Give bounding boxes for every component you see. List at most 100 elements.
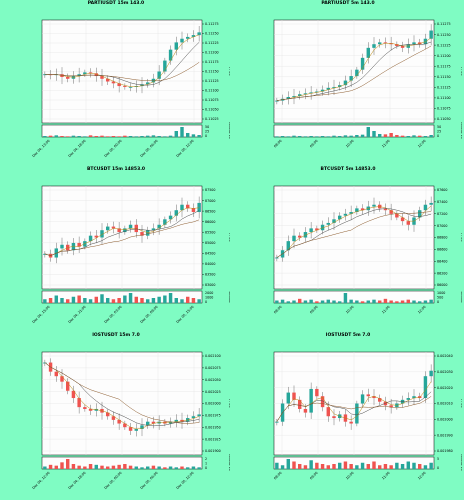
volume-tick-label: 0 bbox=[437, 134, 439, 138]
x-tick-label: Dec 05, 12:00 bbox=[175, 471, 194, 490]
volume-bar bbox=[395, 301, 399, 303]
volume-bar bbox=[83, 298, 87, 303]
volume-bar bbox=[94, 296, 98, 303]
candle-body bbox=[191, 416, 196, 419]
volume-bar bbox=[94, 136, 98, 137]
candle-body bbox=[366, 47, 370, 58]
candle-body bbox=[303, 232, 308, 238]
y-tick-label: 0.11125 bbox=[437, 86, 451, 90]
volume-bar bbox=[100, 135, 104, 137]
candle-body bbox=[134, 428, 138, 431]
candle-body bbox=[275, 257, 279, 259]
volume-bar bbox=[128, 136, 133, 137]
x-tick-label: Dec 05, 06:00 bbox=[139, 471, 158, 490]
x-tick-label: 08:00 bbox=[273, 471, 283, 481]
volume-bar bbox=[106, 298, 110, 303]
volume-bar bbox=[366, 464, 370, 469]
volume-bar bbox=[418, 301, 422, 303]
y-tick-label: 0.11225 bbox=[205, 41, 219, 45]
y-tick-label: 0.11250 bbox=[205, 32, 219, 36]
volume-bar bbox=[286, 301, 290, 303]
y-tick-label: 86600 bbox=[437, 248, 448, 252]
volume-bar bbox=[180, 466, 184, 469]
candle-body bbox=[349, 76, 353, 81]
volume-bar bbox=[77, 136, 81, 137]
volume-axis-label: Volume bbox=[228, 291, 230, 303]
x-tick-label: Dec 05, 00:00 bbox=[103, 471, 122, 490]
candle-body bbox=[88, 72, 93, 74]
volume-bar bbox=[412, 135, 416, 137]
candle-body bbox=[332, 416, 336, 419]
volume-bar bbox=[280, 465, 285, 469]
y-tick-label: 0.002075 bbox=[205, 366, 221, 370]
volume-bar bbox=[429, 462, 433, 469]
candle-body bbox=[94, 235, 98, 238]
candle-body bbox=[88, 235, 93, 242]
volume-bar bbox=[191, 466, 196, 469]
volume-bar bbox=[197, 299, 201, 303]
volume-tick-label: 1000 bbox=[437, 291, 445, 295]
candle-body bbox=[286, 96, 290, 99]
volume-bar bbox=[100, 465, 104, 469]
candle-body bbox=[400, 46, 405, 48]
volume-axis-label: Volume 10³ bbox=[228, 122, 230, 141]
volume-bar bbox=[286, 459, 290, 469]
volume-bar bbox=[418, 135, 422, 137]
y-tick-label: 86000 bbox=[205, 220, 216, 224]
candle-body bbox=[343, 213, 348, 216]
volume-bar bbox=[100, 294, 104, 303]
candle-body bbox=[197, 32, 201, 36]
volume-bar bbox=[157, 466, 161, 469]
volume-tick-label: 2 bbox=[205, 457, 207, 461]
candle-body bbox=[309, 92, 313, 94]
candle-body bbox=[418, 42, 422, 45]
candle-body bbox=[71, 242, 76, 251]
candle-body bbox=[180, 204, 184, 211]
candle-body bbox=[429, 202, 433, 205]
candle-body bbox=[309, 388, 313, 413]
volume-bar bbox=[383, 134, 388, 137]
x-tick-label: 10:00 bbox=[345, 305, 355, 315]
x-tick-label: 11:00 bbox=[381, 305, 391, 315]
volume-bar bbox=[77, 295, 81, 303]
x-tick-label: Dec 05, 00:00 bbox=[103, 139, 122, 158]
candle-body bbox=[94, 73, 98, 77]
candle-body bbox=[83, 72, 87, 75]
candle-body bbox=[197, 202, 201, 213]
candle-body bbox=[43, 362, 47, 364]
candle-body bbox=[292, 96, 296, 97]
volume-bar bbox=[355, 135, 359, 137]
x-tick-label: Dec 04, 21:00 bbox=[67, 305, 86, 324]
volume-bar bbox=[157, 296, 161, 303]
y-tick-label: 85500 bbox=[205, 230, 216, 234]
x-tick-label: 11:00 bbox=[381, 471, 391, 481]
x-tick-label: 09:00 bbox=[309, 305, 319, 315]
volume-bar bbox=[389, 300, 393, 303]
volume-bar bbox=[406, 299, 410, 303]
volume-bar bbox=[117, 136, 121, 137]
volume-bar bbox=[360, 134, 365, 137]
volume-bar bbox=[48, 298, 53, 303]
volume-bar bbox=[320, 136, 325, 137]
volume-bar bbox=[338, 301, 342, 303]
candle-body bbox=[146, 82, 150, 85]
volume-plot-area bbox=[273, 124, 435, 138]
candle-body bbox=[315, 228, 319, 231]
volume-axis-label: Volume 10⁶ bbox=[228, 454, 230, 473]
candle-body bbox=[180, 419, 184, 422]
candle-body bbox=[383, 42, 388, 44]
candle-body bbox=[60, 376, 64, 382]
candle-body bbox=[275, 421, 279, 423]
x-tick-label: 08:00 bbox=[273, 139, 283, 149]
volume-tick-label: 2000 bbox=[205, 291, 213, 295]
volume-tick-label: 500 bbox=[437, 296, 443, 300]
volume-bar bbox=[349, 135, 353, 137]
volume-bar bbox=[395, 135, 399, 137]
volume-axis-label: Volume 10⁵ bbox=[460, 454, 462, 473]
volume-bar bbox=[168, 135, 173, 137]
candle-body bbox=[298, 235, 302, 238]
candle-body bbox=[106, 78, 110, 82]
y-tick-label: 0.11075 bbox=[205, 98, 219, 102]
candle-body bbox=[286, 241, 290, 251]
